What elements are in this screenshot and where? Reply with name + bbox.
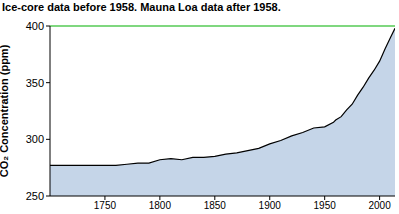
svg-text:2000: 2000 [368, 200, 391, 211]
svg-text:250: 250 [26, 190, 44, 202]
html-text:Ice-core data before 1958. Mau: Ice-core data before 1958. Mauna Loa dat… [2, 1, 281, 13]
svg-text:1750: 1750 [94, 200, 117, 211]
svg-text:300: 300 [26, 133, 44, 145]
svg-text:1950: 1950 [314, 200, 337, 211]
svg-text:1800: 1800 [149, 200, 172, 211]
svg-text:1850: 1850 [204, 200, 227, 211]
svg-text:CO₂ Concentration (ppm): CO₂ Concentration (ppm) [8, 44, 10, 177]
svg-text:400: 400 [26, 20, 44, 32]
svg-text:1900: 1900 [259, 200, 282, 211]
svg-text:350: 350 [26, 77, 44, 89]
